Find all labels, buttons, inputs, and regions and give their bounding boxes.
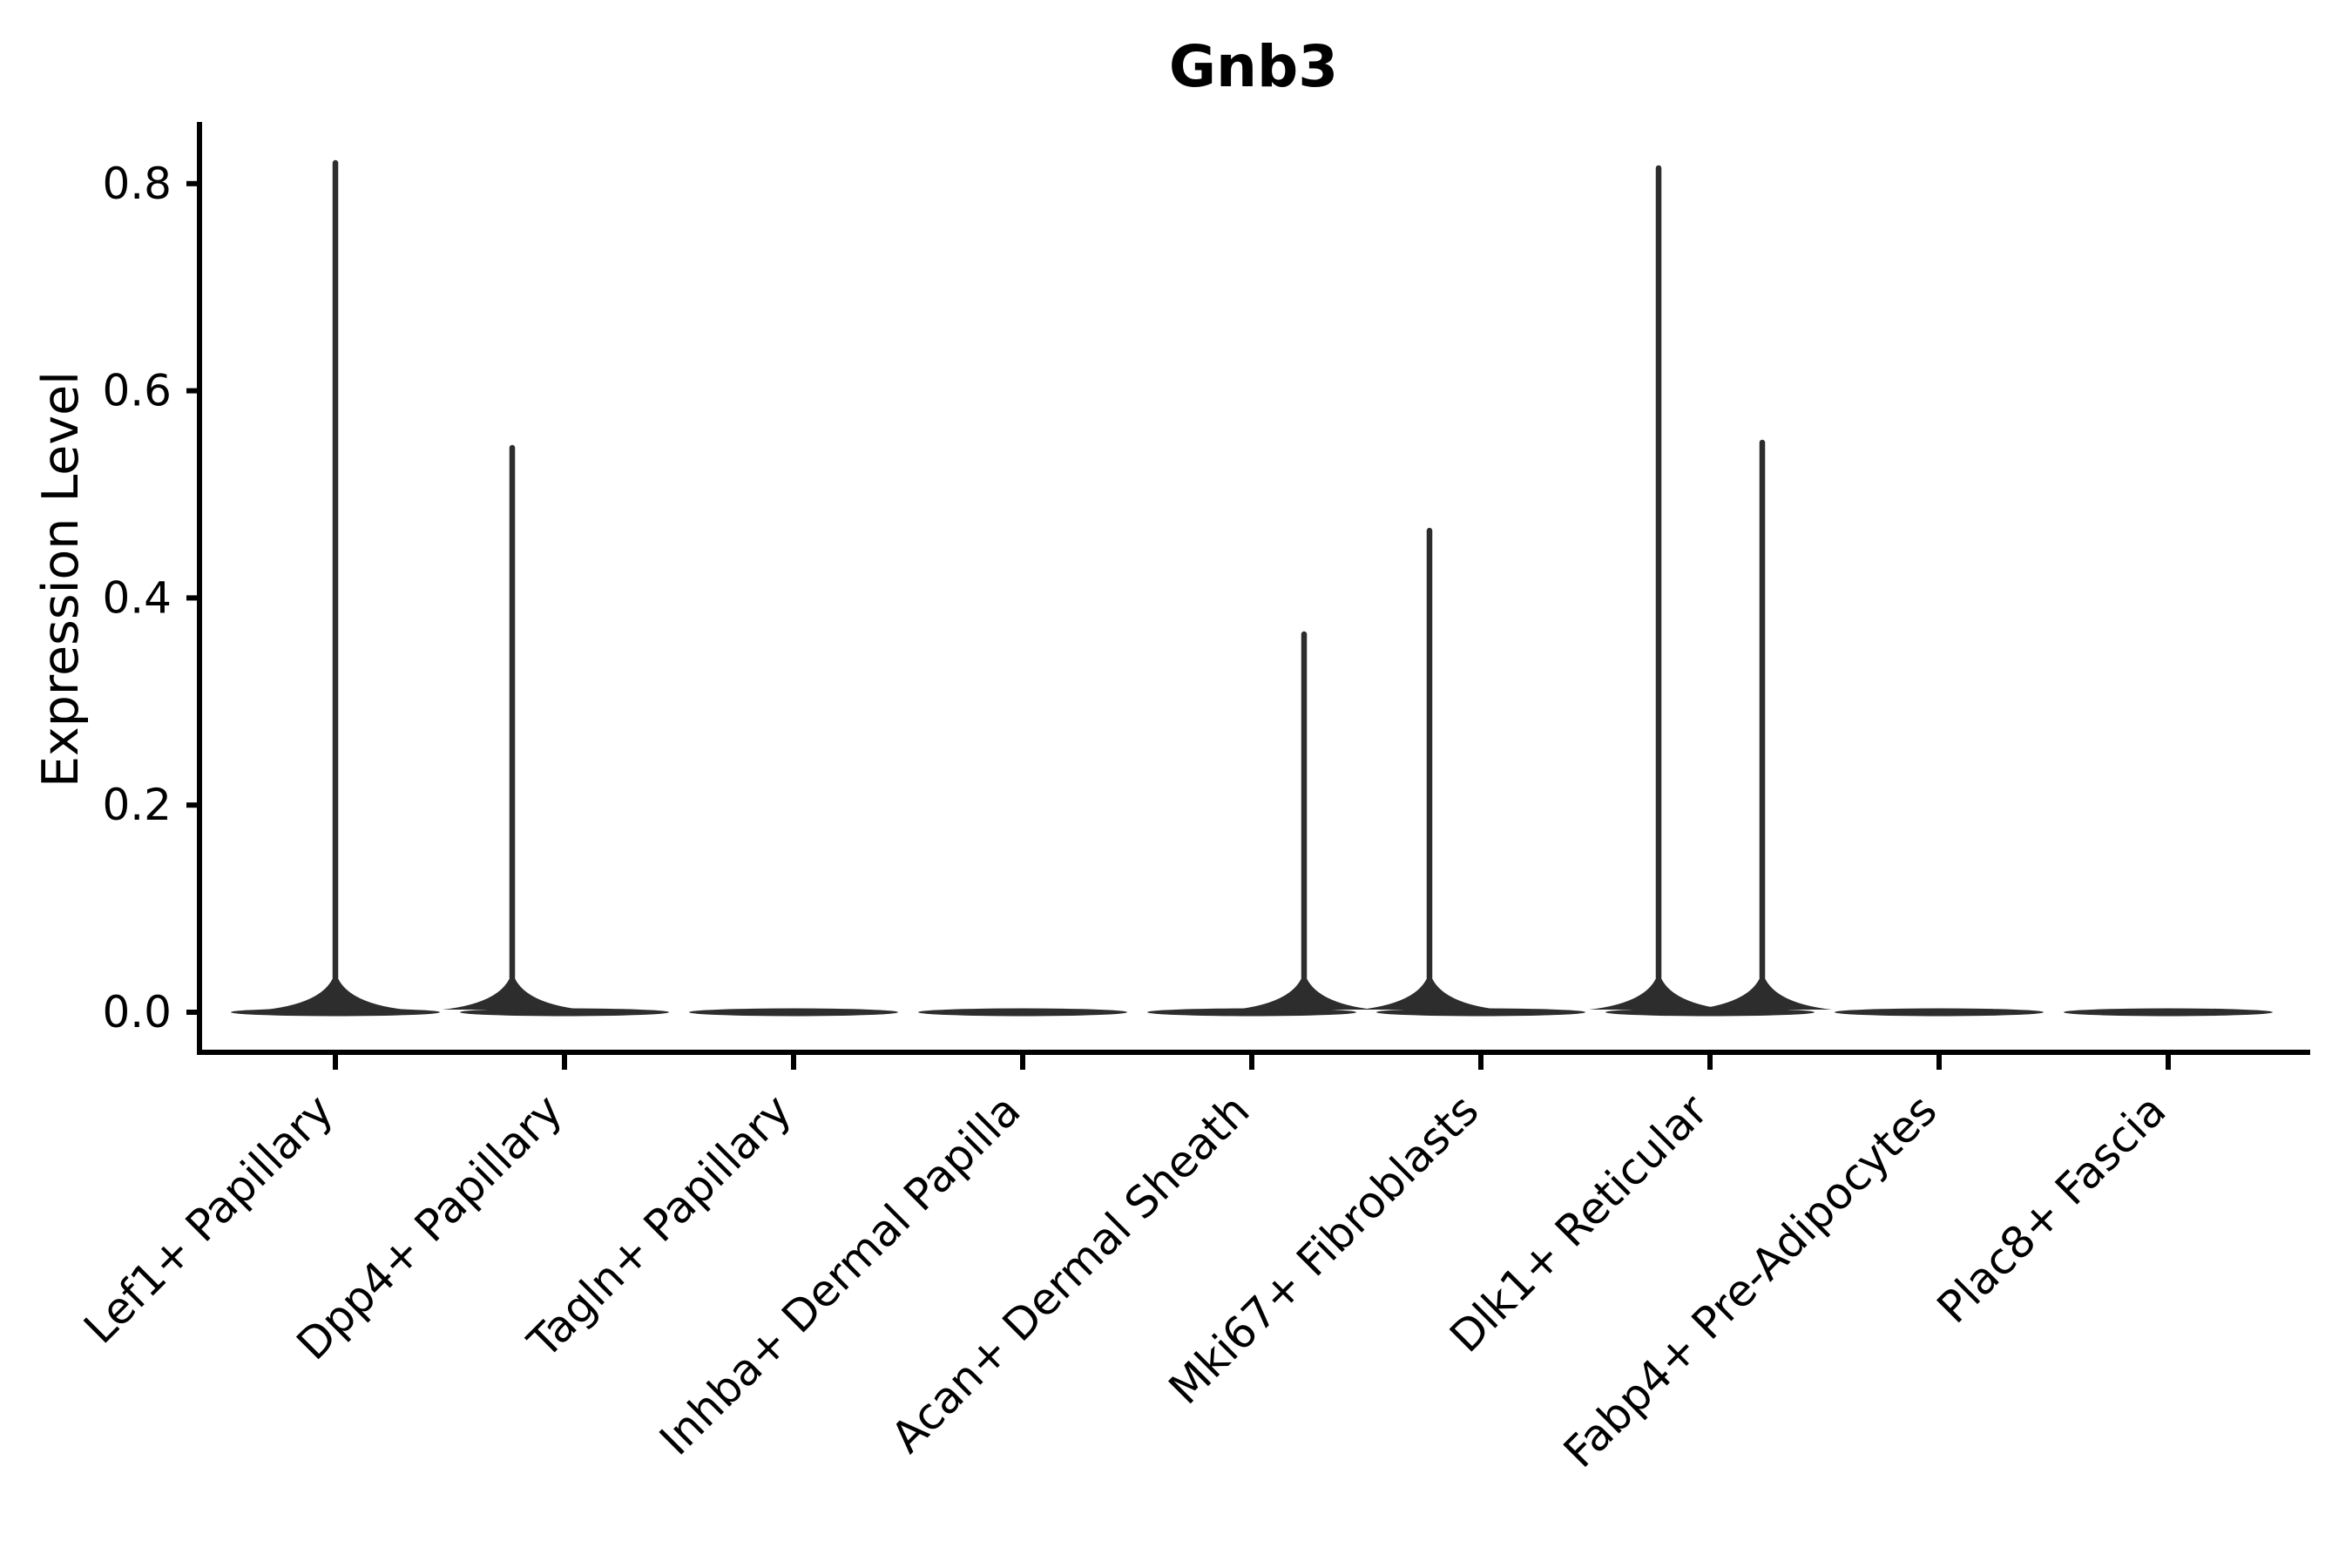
violin-body xyxy=(460,1008,669,1017)
violin-body xyxy=(1376,1008,1585,1017)
y-tick-label: 0.2 xyxy=(102,780,172,830)
x-tick-label: Fabp4+ Pre-Adipocytes xyxy=(1554,1085,1947,1477)
violin-body xyxy=(231,1008,440,1017)
violin-body xyxy=(918,1008,1127,1017)
violin-body xyxy=(1605,1008,1815,1017)
chart-title: Gnb3 xyxy=(1168,33,1339,100)
violin-body xyxy=(689,1008,898,1017)
y-tick-label: 0.4 xyxy=(102,572,172,623)
x-tick-label: Lef1+ Papillary xyxy=(74,1085,342,1353)
y-tick-label: 0.6 xyxy=(102,366,172,416)
x-tick-label: Plac8+ Fascia xyxy=(1928,1085,2176,1333)
violin-body xyxy=(1147,1008,1356,1017)
violin-body xyxy=(1835,1008,2044,1017)
y-tick-label: 0.0 xyxy=(102,987,172,1037)
y-tick-label: 0.8 xyxy=(102,159,172,209)
violin-body xyxy=(2064,1008,2273,1017)
